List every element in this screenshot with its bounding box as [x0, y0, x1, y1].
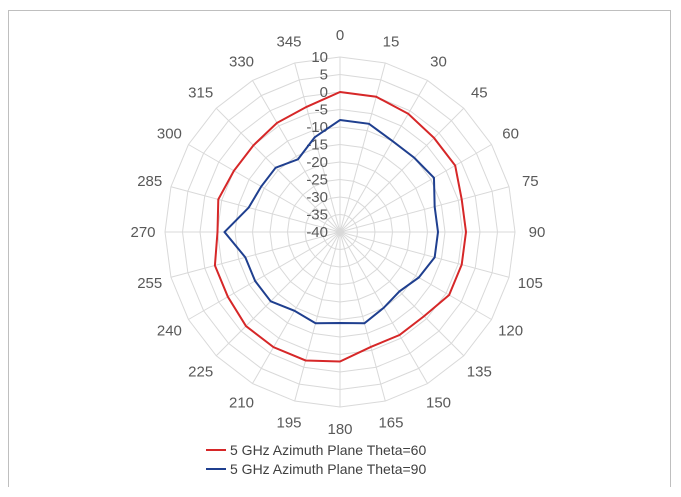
grid-spoke	[339, 62, 386, 233]
grid-spoke	[252, 231, 341, 384]
angle-tick-label: 90	[529, 224, 546, 241]
angle-tick-labels: 0 15 30 45 60 75 90 105 120 135 150 165 180 195 210 225…	[130, 27, 545, 438]
angle-tick-label: 255	[137, 275, 162, 292]
legend-item-series-1: 5 GHz Azimuth Plane Theta=60	[206, 440, 426, 459]
angle-tick-label: 75	[522, 173, 539, 190]
angle-tick-label: 60	[502, 126, 519, 143]
angle-tick-label: 345	[276, 34, 301, 51]
angle-tick-label: 105	[518, 275, 543, 292]
angle-tick-label: 315	[188, 85, 213, 102]
grid-spoke	[215, 231, 341, 357]
angle-tick-label: 15	[383, 34, 400, 51]
grid-spoke	[339, 186, 510, 233]
grid-spoke	[339, 231, 510, 278]
angle-tick-label: 300	[157, 126, 182, 143]
angle-tick-label: 165	[378, 414, 403, 431]
radial-tick-label: -25	[306, 172, 328, 189]
angle-tick-label: 180	[327, 421, 352, 438]
grid-spoke	[252, 80, 341, 233]
radial-tick-label: -30	[306, 189, 328, 206]
angle-tick-label: 0	[336, 27, 344, 44]
legend: 5 GHz Azimuth Plane Theta=60 5 GHz Azimu…	[206, 440, 426, 478]
series-line-2	[223, 118, 440, 325]
grid-spoke	[188, 231, 341, 320]
grid-spoke	[215, 107, 341, 233]
angle-tick-label: 30	[430, 53, 447, 70]
radial-tick-label: -40	[306, 224, 328, 241]
legend-label-series-1: 5 GHz Azimuth Plane Theta=60	[230, 441, 427, 458]
radial-tick-label: 0	[320, 84, 328, 101]
grid-spoke	[339, 231, 386, 402]
series-line-1	[213, 90, 468, 363]
angle-tick-label: 210	[229, 395, 254, 412]
angle-tick-label: 120	[498, 323, 523, 340]
radial-tick-label: -5	[315, 102, 328, 119]
grid-spoke	[339, 231, 465, 357]
angle-tick-label: 150	[426, 395, 451, 412]
legend-label-series-2: 5 GHz Azimuth Plane Theta=90	[230, 460, 427, 477]
radial-tick-label: 5	[320, 67, 328, 84]
radar-series	[213, 90, 468, 363]
grid-spoke	[170, 231, 341, 278]
grid-spoke	[170, 186, 341, 233]
radial-tick-label: -10	[306, 119, 328, 136]
grid-spoke	[188, 144, 341, 233]
grid-spoke	[339, 231, 492, 320]
angle-tick-label: 195	[276, 414, 301, 431]
angle-tick-label: 225	[188, 363, 213, 380]
angle-tick-label: 240	[157, 323, 182, 340]
grid-spoke	[339, 80, 428, 233]
legend-swatch-series-1	[206, 448, 226, 451]
legend-swatch-series-2	[206, 467, 226, 470]
legend-item-series-2: 5 GHz Azimuth Plane Theta=90	[206, 459, 426, 478]
grid-spoke	[339, 144, 492, 233]
angle-tick-label: 270	[130, 224, 155, 241]
radial-tick-label: -20	[306, 154, 328, 171]
grid-spoke	[339, 107, 465, 233]
angle-tick-label: 135	[467, 363, 492, 380]
angle-tick-label: 330	[229, 53, 254, 70]
radial-tick-label: -35	[306, 207, 328, 224]
grid-spoke	[294, 231, 341, 402]
angle-tick-label: 45	[471, 85, 488, 102]
grid-spoke	[294, 62, 341, 233]
radial-tick-label: 10	[311, 49, 328, 66]
angle-tick-label: 285	[137, 173, 162, 190]
